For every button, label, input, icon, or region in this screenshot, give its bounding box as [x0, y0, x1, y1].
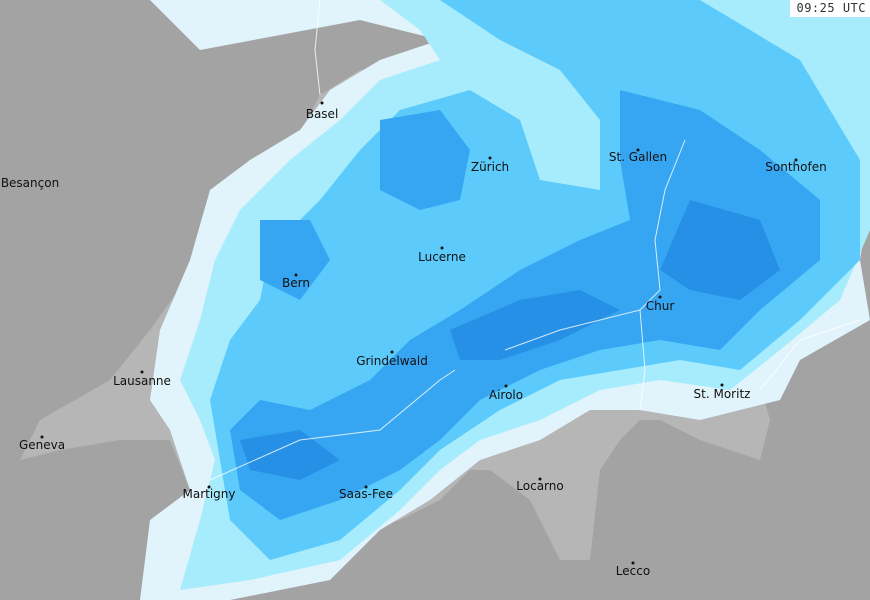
city-dot — [658, 295, 662, 299]
city-label: Saas-Fee — [339, 487, 393, 501]
city-label: Lecco — [616, 564, 650, 578]
city-dot — [320, 101, 324, 105]
border-line — [209, 0, 861, 481]
timestamp: 09:25 UTC — [790, 0, 870, 17]
city-label: Lausanne — [113, 374, 171, 388]
city-dot — [40, 435, 44, 439]
city-label: Lucerne — [418, 250, 466, 264]
city-dot — [390, 350, 394, 354]
city-label: Sonthofen — [765, 160, 826, 174]
city-label: Basel — [306, 107, 339, 121]
city-label: Martigny — [182, 487, 235, 501]
city-dot — [140, 370, 144, 374]
city-dot — [538, 477, 542, 481]
city-label: Locarno — [516, 479, 563, 493]
city-label: Grindelwald — [356, 354, 428, 368]
city-dot — [440, 246, 444, 250]
city-dot — [364, 485, 368, 489]
city-dot — [631, 561, 635, 565]
city-label: St. Moritz — [694, 387, 751, 401]
city-label: Bern — [282, 276, 310, 290]
city-label: Chur — [646, 299, 675, 313]
city-dot — [207, 485, 211, 489]
city-dot — [488, 156, 492, 160]
city-dot — [294, 273, 298, 277]
city-label: Geneva — [19, 438, 65, 452]
city-dot — [720, 383, 724, 387]
city-labels: Basel Besançon Zürich St. Gallen Sonthofen Lu… — [1, 101, 827, 578]
city-label: St. Gallen — [609, 150, 667, 164]
city-label: Airolo — [489, 388, 523, 402]
city-dot — [636, 148, 640, 152]
city-dot — [504, 384, 508, 388]
city-label: Zürich — [471, 160, 509, 174]
city-dot — [794, 158, 798, 162]
city-label: Besançon — [1, 176, 59, 190]
precip-very-heavy — [240, 200, 780, 480]
